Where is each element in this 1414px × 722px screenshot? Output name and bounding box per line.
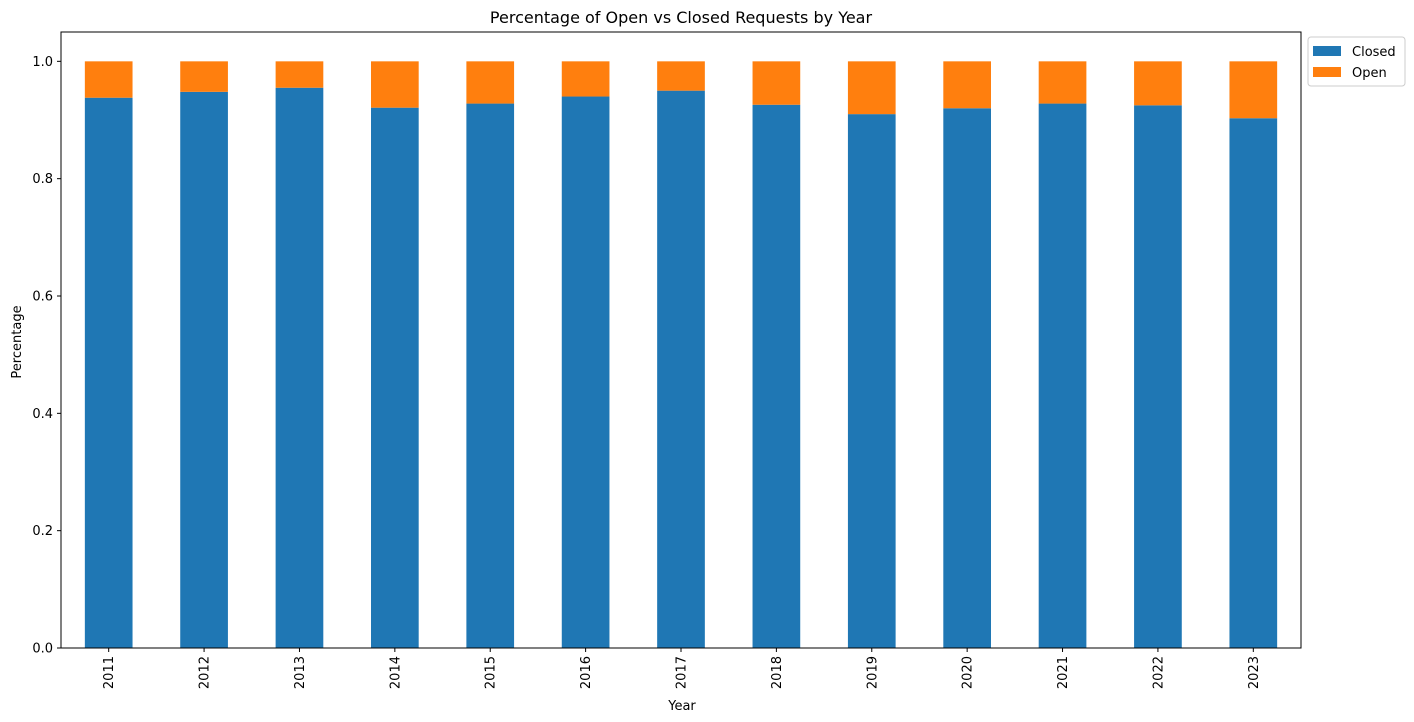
bar-segment: [657, 61, 705, 91]
bar-segment: [84, 97, 133, 648]
bar-segment: [1038, 61, 1087, 104]
bar-segment: [275, 61, 324, 88]
legend-swatch: [1313, 67, 1341, 77]
bar-segment: [84, 61, 133, 98]
y-tick-label: 1.0: [32, 55, 53, 70]
x-tick-label: 2013: [293, 656, 308, 689]
bar-segment: [847, 61, 896, 115]
x-tick-label: 2021: [1056, 656, 1071, 689]
y-tick-label: 0.2: [32, 524, 53, 539]
bar-segment: [561, 61, 610, 97]
bar-segment: [1134, 61, 1182, 106]
legend-swatch: [1313, 46, 1341, 56]
bar-segment: [466, 103, 515, 648]
bar-segment: [943, 108, 991, 649]
x-tick-label: 2015: [484, 656, 499, 689]
y-tick-label: 0.4: [32, 407, 53, 422]
bar-segment: [180, 61, 228, 92]
bar-segment: [752, 104, 801, 649]
x-tick-label: 2017: [675, 656, 690, 689]
legend-label: Open: [1352, 66, 1387, 81]
bar-segment: [275, 87, 324, 648]
legend-label: Closed: [1352, 45, 1396, 60]
bar-segment: [1229, 61, 1278, 119]
plot-frame: [60, 31, 1302, 649]
x-tick-label: 2018: [770, 656, 785, 689]
y-tick-label: 0.8: [32, 172, 53, 187]
chart-title: Percentage of Open vs Closed Requests by…: [490, 8, 873, 27]
bar-segment: [561, 96, 610, 649]
bar-segment: [752, 61, 801, 105]
y-tick-label: 0.6: [32, 290, 53, 305]
x-tick-label: 2016: [579, 656, 594, 689]
bar-segment: [847, 114, 896, 649]
bar-segment: [466, 61, 515, 104]
y-tick-label: 0.0: [32, 642, 53, 657]
y-axis-label: Percentage: [10, 305, 25, 378]
x-axis-label: Year: [667, 699, 696, 714]
bar-segment: [657, 90, 705, 648]
x-tick-label: 2014: [388, 656, 403, 689]
bar-segment: [1038, 103, 1087, 648]
bar-segment: [1229, 118, 1278, 649]
bar-segment: [180, 91, 228, 649]
x-tick-label: 2011: [102, 656, 117, 689]
x-tick-label: 2020: [961, 656, 976, 689]
x-tick-label: 2022: [1151, 656, 1166, 689]
bar-segment: [371, 107, 419, 649]
bar-segment: [943, 61, 991, 109]
x-tick-label: 2012: [198, 656, 213, 689]
x-tick-label: 2023: [1247, 656, 1262, 689]
bar-segment: [1134, 105, 1182, 649]
x-tick-label: 2019: [865, 656, 880, 689]
bar-segment: [371, 61, 419, 108]
